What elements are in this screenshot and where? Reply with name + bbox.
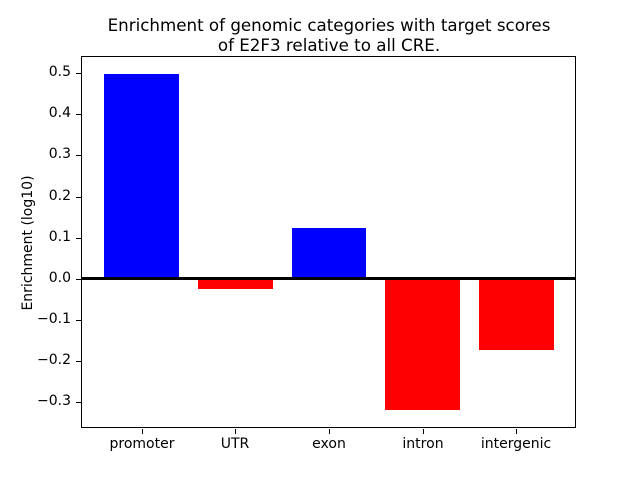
x-tick-label-promoter: promoter — [109, 436, 175, 452]
y-tick-label: −0.2 — [37, 352, 71, 368]
bar-promoter — [104, 74, 179, 279]
bar-UTR — [198, 279, 273, 289]
zero-line — [82, 277, 576, 280]
y-tick-mark — [76, 114, 81, 115]
bar-exon — [292, 228, 366, 279]
y-tick-label: −0.3 — [37, 393, 71, 409]
y-tick-mark — [76, 361, 81, 362]
y-tick-mark — [76, 197, 81, 198]
x-tick-mark — [516, 429, 517, 434]
y-tick-label: 0.0 — [48, 270, 71, 286]
x-tick-mark — [329, 429, 330, 434]
chart-title-line-1: Enrichment of genomic categories with ta… — [107, 15, 551, 35]
x-tick-mark — [423, 429, 424, 434]
x-tick-label-intergenic: intergenic — [480, 436, 552, 452]
y-tick-label: −0.1 — [37, 311, 71, 327]
chart-title: Enrichment of genomic categories with ta… — [82, 15, 576, 55]
bar-intron — [385, 279, 460, 410]
x-tick-mark — [142, 429, 143, 434]
y-tick-mark — [76, 238, 81, 239]
y-tick-mark — [76, 402, 81, 403]
bar-intergenic — [479, 279, 554, 350]
y-tick-label: 0.5 — [48, 64, 71, 80]
y-tick-label: 0.4 — [48, 105, 71, 121]
x-tick-label-intron: intron — [402, 436, 444, 452]
y-tick-mark — [76, 279, 81, 280]
x-tick-label-exon: exon — [312, 436, 346, 452]
y-tick-mark — [76, 320, 81, 321]
y-tick-label: 0.1 — [48, 229, 71, 245]
x-tick-label-UTR: UTR — [220, 436, 250, 452]
x-tick-mark — [235, 429, 236, 434]
y-tick-mark — [76, 155, 81, 156]
chart-title-line-2: of E2F3 relative to all CRE. — [217, 35, 441, 55]
y-tick-mark — [76, 73, 81, 74]
y-tick-label: 0.3 — [48, 146, 71, 162]
y-tick-label: 0.2 — [48, 188, 71, 204]
